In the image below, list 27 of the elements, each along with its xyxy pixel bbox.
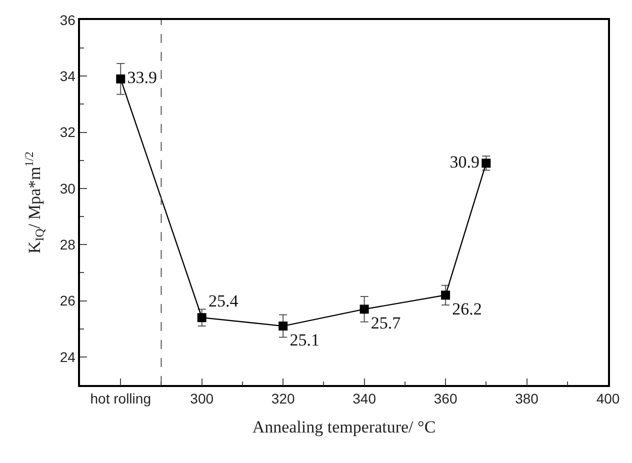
data-label: 25.4 (208, 292, 239, 311)
y-tick-label: 36 (60, 12, 76, 28)
data-label: 25.1 (290, 330, 320, 350)
x-tick-label: 320 (271, 390, 295, 407)
point (116, 74, 126, 84)
point (197, 313, 206, 322)
point (360, 304, 369, 314)
data-label: 26.2 (452, 300, 482, 319)
point (482, 158, 491, 168)
point (278, 322, 288, 331)
x-tick-label: 360 (434, 390, 458, 407)
y-tick-label: 30 (60, 180, 76, 196)
data-label: 33.9 (127, 68, 157, 88)
y-tick-label: 34 (60, 68, 76, 84)
x-tick-label: 340 (352, 390, 376, 407)
y-tick-label: 32 (60, 124, 76, 140)
x-tick-label: hot rolling (90, 390, 151, 407)
x-tick-label: 380 (515, 390, 539, 407)
point (441, 290, 450, 300)
data-label: 25.7 (370, 314, 402, 333)
x-axis-title: Annealing temperature/ °C (252, 417, 436, 436)
x-tick-label: 300 (190, 390, 214, 407)
y-tick-label: 28 (60, 236, 76, 253)
data-label: 30.9 (450, 152, 480, 172)
x-tick-label: 400 (596, 390, 620, 407)
y-tick-label: 24 (60, 348, 76, 365)
y-tick-label: 26 (60, 292, 76, 309)
